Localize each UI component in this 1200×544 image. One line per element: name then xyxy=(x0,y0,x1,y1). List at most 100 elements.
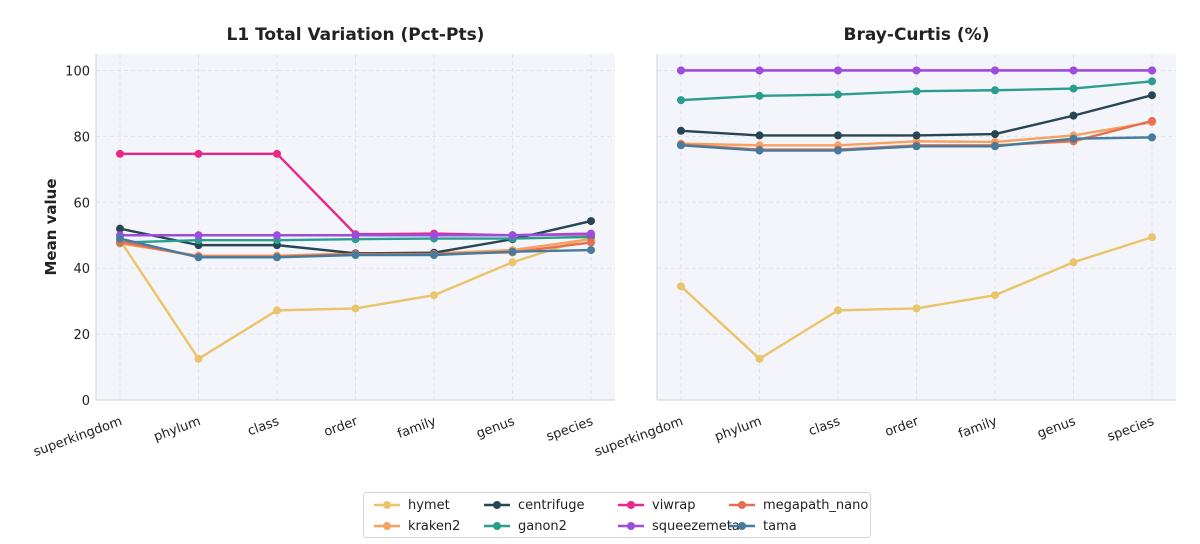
data-point-centrifuge xyxy=(912,131,921,140)
legend-label: squeezemeta xyxy=(652,518,740,534)
legend: hymet kraken2 centrifuge ganon2 viwrap squeez… xyxy=(363,492,871,538)
data-point-tama xyxy=(116,234,124,243)
data-point-megapath-nano xyxy=(587,238,595,247)
x-tick-label: species xyxy=(545,414,596,445)
data-point-tama xyxy=(677,141,685,150)
data-point-squeezemeta xyxy=(1148,66,1156,75)
legend-swatch-ganon2 xyxy=(484,522,510,530)
data-point-centrifuge xyxy=(1069,111,1078,120)
data-point-squeezemeta xyxy=(1069,66,1078,75)
data-point-ganon2 xyxy=(1069,84,1078,93)
x-tick-label: family xyxy=(956,414,999,442)
data-point-hymet xyxy=(508,258,517,267)
y-tick-label: 100 xyxy=(65,64,90,79)
data-point-squeezemeta xyxy=(677,66,685,75)
legend-label: ganon2 xyxy=(518,518,567,534)
chart-panel-1: 0 20 40 60 80 100 superkingdom phylum class order… xyxy=(32,25,615,460)
y-tick-label: 80 xyxy=(73,130,90,145)
x-tick-label: order xyxy=(322,414,360,440)
data-point-tama xyxy=(1069,134,1078,143)
data-point-ganon2 xyxy=(991,86,999,95)
legend-swatch-tama xyxy=(729,522,755,530)
legend-label: megapath_nano xyxy=(763,497,869,513)
data-point-centrifuge xyxy=(116,224,124,233)
x-tick-label: superkingdom xyxy=(32,414,125,460)
data-point-centrifuge xyxy=(755,131,764,140)
x-tick-label: class xyxy=(807,414,843,439)
data-point-tama xyxy=(991,142,999,151)
data-point-hymet xyxy=(912,304,921,313)
data-point-tama xyxy=(587,246,595,255)
data-point-tama xyxy=(351,251,360,260)
data-point-hymet xyxy=(755,354,764,363)
data-point-squeezemeta xyxy=(194,231,203,240)
legend-swatch-megapath-nano xyxy=(729,501,755,509)
data-point-ganon2 xyxy=(1148,77,1156,86)
data-point-tama xyxy=(194,253,203,262)
data-point-squeezemeta xyxy=(834,66,842,75)
data-point-tama xyxy=(755,146,764,155)
data-point-hymet xyxy=(194,354,203,363)
chart-panel-2: superkingdom phylum class order family genus s… xyxy=(593,25,1176,460)
legend-swatch-hymet xyxy=(374,501,400,509)
legend-label: hymet xyxy=(408,497,450,513)
x-tick-label: superkingdom xyxy=(593,414,686,460)
data-point-hymet xyxy=(273,306,281,315)
data-point-ganon2 xyxy=(755,91,764,100)
x-tick-label: phylum xyxy=(152,414,203,445)
data-point-squeezemeta xyxy=(755,66,764,75)
data-point-centrifuge xyxy=(677,126,685,135)
legend-swatch-squeezemeta xyxy=(618,522,644,530)
data-point-hymet xyxy=(991,291,999,300)
data-point-ganon2 xyxy=(834,90,842,99)
data-point-viwrap xyxy=(116,149,124,158)
data-point-hymet xyxy=(834,306,842,315)
data-point-tama xyxy=(834,146,842,155)
data-point-hymet xyxy=(1069,258,1078,267)
data-point-tama xyxy=(430,251,438,260)
x-tick-label: class xyxy=(246,414,282,439)
x-tick-label: order xyxy=(883,414,921,440)
legend-item-squeezemeta: squeezemeta xyxy=(616,516,740,536)
data-point-ganon2 xyxy=(677,96,685,105)
data-point-centrifuge xyxy=(991,130,999,139)
legend-swatch-centrifuge xyxy=(484,501,510,509)
chart-title: Bray-Curtis (%) xyxy=(844,25,990,45)
data-point-hymet xyxy=(1148,233,1156,242)
legend-item-tama: tama xyxy=(727,516,797,536)
data-point-squeezemeta xyxy=(508,231,517,240)
data-point-tama xyxy=(912,142,921,151)
data-point-hymet xyxy=(351,304,360,313)
data-point-viwrap xyxy=(273,149,281,158)
legend-label: tama xyxy=(763,518,797,534)
y-tick-label: 0 xyxy=(82,394,90,409)
data-point-squeezemeta xyxy=(351,231,360,240)
legend-item-ganon2: ganon2 xyxy=(482,516,567,536)
legend-item-kraken2: kraken2 xyxy=(372,516,460,536)
data-point-centrifuge xyxy=(587,217,595,226)
data-point-centrifuge xyxy=(1148,91,1156,100)
chart-title: L1 Total Variation (Pct-Pts) xyxy=(227,25,485,45)
legend-item-megapath-nano: megapath_nano xyxy=(727,495,868,515)
x-tick-label: species xyxy=(1106,414,1157,445)
y-axis-label: Mean value xyxy=(42,178,60,275)
x-tick-label: genus xyxy=(1036,414,1078,442)
data-point-hymet xyxy=(430,291,438,300)
data-point-tama xyxy=(273,253,281,262)
data-point-squeezemeta xyxy=(991,66,999,75)
data-point-viwrap xyxy=(194,149,203,158)
legend-item-centrifuge: centrifuge xyxy=(482,495,585,515)
data-point-tama xyxy=(508,247,517,256)
y-tick-label: 60 xyxy=(73,196,90,211)
x-tick-label: phylum xyxy=(713,414,764,445)
legend-label: viwrap xyxy=(652,497,696,513)
legend-label: kraken2 xyxy=(408,518,461,534)
data-point-centrifuge xyxy=(834,131,842,140)
data-point-hymet xyxy=(677,282,685,291)
legend-label: centrifuge xyxy=(518,497,585,513)
data-point-squeezemeta xyxy=(273,231,281,240)
legend-swatch-viwrap xyxy=(618,501,644,509)
y-tick-label: 20 xyxy=(73,328,90,343)
